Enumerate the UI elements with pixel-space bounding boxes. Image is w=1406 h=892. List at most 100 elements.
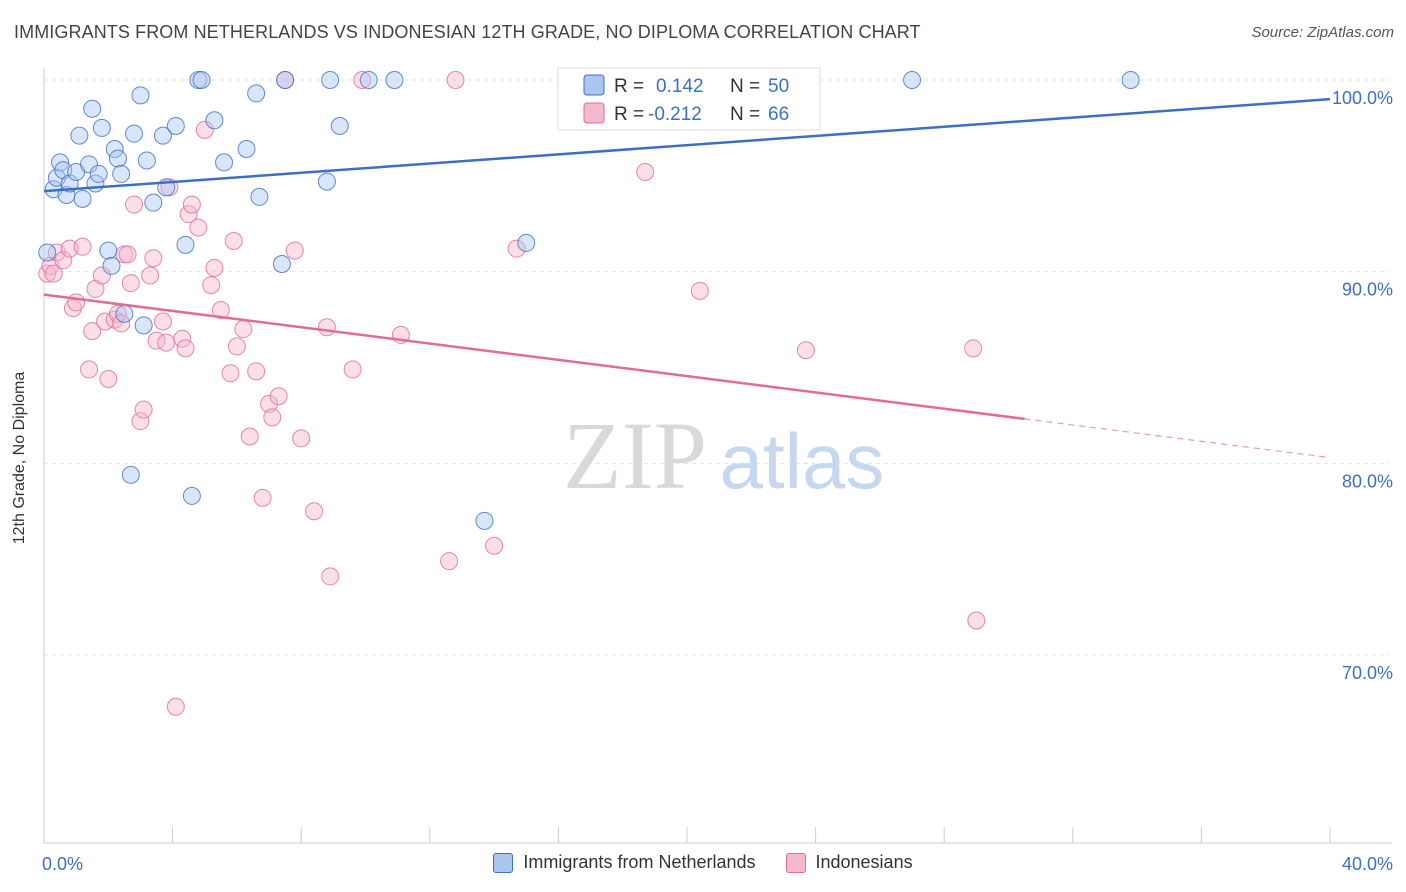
indonesians-point-67 [967,611,986,630]
indonesians-point-22 [131,412,150,431]
stats-n-value-pink: 66 [768,104,789,125]
netherlands-trend-line [43,97,1331,193]
netherlands-point-26 [144,193,163,212]
indonesians-point-44 [240,427,259,446]
stats-swatch-pink [583,102,605,124]
chart-title: IMMIGRANTS FROM NETHERLANDS VS INDONESIA… [14,22,921,42]
indonesians-point-9 [80,360,99,379]
netherlands-point-6 [60,174,79,193]
netherlands-point-39 [272,255,291,273]
netherlands-point-19 [112,164,131,183]
indonesians-point-33 [179,205,198,224]
netherlands-point-11 [83,99,102,118]
indonesians-point-37 [202,276,221,295]
netherlands-point-14 [92,118,111,137]
indonesians-point-7 [67,293,86,312]
indonesians-point-35 [189,218,208,237]
indonesians-point-2 [44,264,63,283]
stats-r-value-pink: -0.212 [648,104,702,125]
indonesians-point-21 [125,195,144,214]
watermark-zip: ZIP [563,402,707,509]
netherlands-point-46 [475,511,494,530]
indonesians-point-30 [166,697,185,716]
netherlands-point-13 [89,164,108,183]
indonesians-point-16 [108,304,127,323]
netherlands-point-23 [131,86,150,105]
stats-n-label-blue: N = [730,76,760,97]
indonesians-point-25 [144,249,163,268]
indonesians-point-38 [205,258,224,277]
netherlands-point-29 [166,117,185,135]
indonesians-point-60 [446,71,465,89]
stats-swatch-blue [583,74,605,96]
indonesians-point-47 [260,394,279,413]
indonesians-point-59 [440,552,459,571]
watermark: ZIP atlas [563,402,884,509]
indonesians-point-23 [134,400,153,419]
indonesians-point-46 [253,488,272,507]
indonesians-point-12 [92,266,111,285]
source-label: Source: ZipAtlas.com [1251,24,1394,41]
indonesians-point-48 [263,408,282,427]
netherlands-point-9 [73,189,92,208]
axes [43,68,1392,844]
netherlands-point-25 [137,151,156,170]
netherlands-point-16 [102,256,121,275]
indonesians-point-28 [157,333,176,352]
indonesians-point-63 [636,163,655,181]
netherlands-point-22 [125,124,144,143]
indonesians-point-24 [141,266,160,285]
tick-labels: 100.0% 90.0% 80.0% 70.0% 0.0% 40.0% [42,88,1393,874]
indonesians-point-61 [485,536,504,555]
netherlands-point-36 [237,140,256,158]
indonesians-point-4 [54,251,73,270]
series-netherlands-points [38,71,1140,530]
legend-item-netherlands: Immigrants from Netherlands [493,852,756,873]
indonesians-trend-line [43,293,1025,421]
netherlands-point-0 [38,243,57,262]
stats-r-label-pink: R = [614,104,644,125]
netherlands-point-49 [1121,71,1140,89]
netherlands-point-30 [176,235,195,254]
indonesians-point-54 [317,318,336,337]
netherlands-point-44 [359,71,378,89]
indonesians-point-43 [234,320,253,339]
netherlands-point-45 [385,71,404,89]
stats-r-value-blue: 0.142 [656,76,704,97]
netherlands-point-8 [70,126,89,145]
indonesians-point-20 [121,274,140,293]
stats-legend-box: R = 0.142 N = 50 R = -0.212 N = 66 [557,67,821,131]
indonesians-point-32 [176,339,195,358]
netherlands-point-10 [80,155,99,174]
netherlands-point-27 [153,126,172,145]
indonesians-point-19 [118,245,137,264]
indonesians-point-14 [99,370,118,388]
indonesians-point-10 [83,322,102,341]
trend-lines [43,97,1331,459]
netherlands-point-17 [105,140,124,158]
indonesians-point-53 [305,502,324,521]
indonesians-point-56 [343,360,362,379]
netherlands-point-48 [903,71,922,89]
y-tick-label-3: 70.0% [1342,663,1393,683]
y-tick-label-2: 80.0% [1342,471,1393,491]
netherlands-point-34 [205,111,224,130]
netherlands-point-42 [321,71,340,89]
indonesians-point-40 [221,364,240,383]
netherlands-point-18 [108,149,127,168]
indonesians-point-36 [195,120,214,139]
stats-n-label-pink: N = [730,104,760,125]
indonesians-point-45 [247,362,266,381]
indonesians-point-65 [796,341,815,360]
netherlands-point-37 [247,84,266,103]
indonesians-point-66 [964,339,983,358]
series-indonesians-points [38,71,986,716]
indonesians-point-17 [112,314,131,333]
indonesians-point-41 [224,232,243,250]
netherlands-point-38 [250,187,269,206]
indonesians-point-57 [353,71,372,89]
netherlands-point-35 [215,153,234,172]
indonesians-point-51 [285,241,304,260]
indonesians-point-62 [507,239,526,258]
